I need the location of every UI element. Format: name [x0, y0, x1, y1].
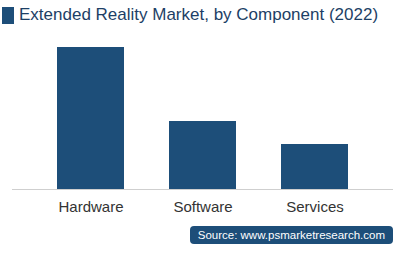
- svg-text:Hardware: Hardware: [58, 198, 123, 215]
- html-text:Extended Reality Market, by Co: Extended Reality Market, by Component (2…: [19, 5, 379, 24]
- svg-text:Software: Software: [173, 198, 232, 215]
- html-text:Source: www.psmarketresearch.c: Source: www.psmarketresearch.com: [197, 229, 385, 241]
- svg-text:Services: Services: [286, 198, 344, 215]
